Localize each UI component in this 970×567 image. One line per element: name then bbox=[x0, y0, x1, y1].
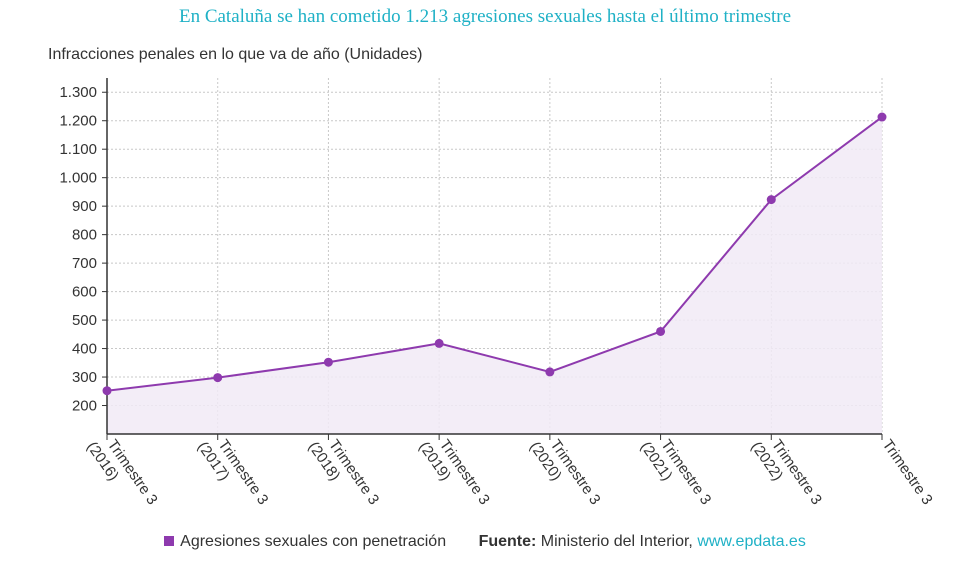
legend-series-label[interactable]: Agresiones sexuales con penetración bbox=[180, 533, 447, 550]
data-point bbox=[877, 112, 887, 122]
source-link[interactable]: www.epdata.es bbox=[697, 533, 806, 550]
x-tick-label: Trimestre 3(2019) bbox=[415, 428, 493, 518]
x-tick-label: Trimestre 3 bbox=[879, 437, 936, 508]
y-tick-label: 700 bbox=[72, 255, 97, 272]
y-tick-label: 800 bbox=[72, 227, 97, 244]
x-tick-label: Trimestre 3(2020) bbox=[526, 428, 604, 518]
y-tick-label: 300 bbox=[72, 369, 97, 386]
series-line bbox=[106, 116, 883, 392]
data-point bbox=[102, 386, 112, 396]
x-tick-label: Trimestre 3(2018) bbox=[305, 428, 383, 518]
y-tick-label: 1.300 bbox=[59, 84, 97, 101]
y-tick-label: 500 bbox=[72, 312, 97, 329]
y-tick-label: 400 bbox=[72, 341, 97, 358]
data-point bbox=[766, 195, 776, 205]
data-point bbox=[213, 373, 223, 383]
y-tick-label: 200 bbox=[72, 398, 97, 415]
x-tick-label: Trimestre 3(2017) bbox=[194, 428, 272, 518]
source-label: Fuente: bbox=[478, 533, 537, 550]
data-point bbox=[656, 326, 666, 336]
y-tick-label: 1.200 bbox=[59, 113, 97, 130]
series-area bbox=[107, 117, 882, 434]
x-tick-label: Trimestre 3(2021) bbox=[637, 428, 715, 518]
legend: Agresiones sexuales con penetración Fuen… bbox=[0, 533, 970, 551]
legend-swatch bbox=[164, 536, 175, 546]
x-tick-label: Trimestre 3(2016) bbox=[83, 428, 161, 518]
data-point bbox=[545, 367, 555, 377]
y-tick-label: 900 bbox=[72, 198, 97, 215]
y-tick-label: 1.100 bbox=[59, 141, 97, 158]
data-point bbox=[323, 357, 333, 367]
data-point bbox=[434, 338, 444, 348]
y-tick-label: 1.000 bbox=[59, 170, 97, 187]
chart-title: En Cataluña se han cometido 1.213 agresi… bbox=[178, 6, 792, 27]
source-text: Ministerio del Interior, bbox=[540, 533, 693, 550]
y-axis-title: Infracciones penales en lo que va de año… bbox=[48, 46, 423, 63]
y-tick-label: 600 bbox=[72, 284, 97, 301]
x-tick-label: Trimestre 3(2022) bbox=[748, 428, 826, 518]
